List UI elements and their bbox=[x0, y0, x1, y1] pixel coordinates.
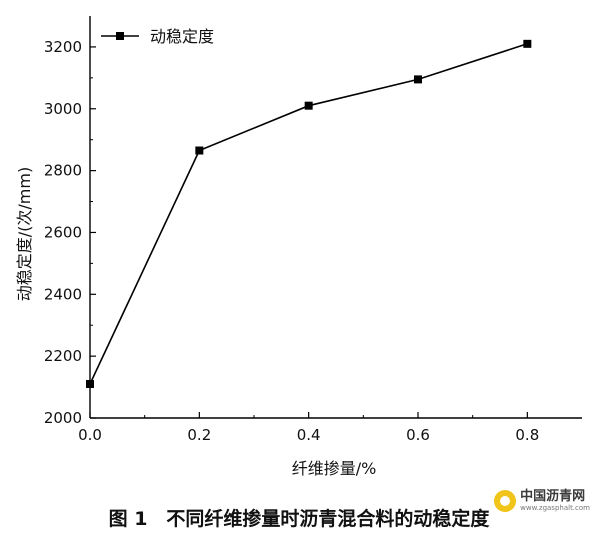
legend: 动稳定度 bbox=[101, 27, 214, 46]
data-point-0-3 bbox=[414, 75, 422, 84]
series-layer bbox=[86, 39, 532, 388]
y-tick-label-2: 2400 bbox=[44, 285, 82, 303]
x-tick-label-4: 0.8 bbox=[515, 426, 539, 444]
watermark-logo-icon bbox=[494, 490, 517, 512]
x-tick-label-0: 0.0 bbox=[78, 426, 102, 444]
figure-caption: 图 1 不同纤维掺量时沥青混合料的动稳定度 bbox=[108, 508, 490, 530]
ticks: 0.0 0.2 0.4 0.6 0.8 2000 2200 2400 2600 2800 3000 3… bbox=[44, 38, 539, 444]
watermark-text: 中国沥青网 www.zgasphalt.com bbox=[520, 490, 590, 512]
watermark-title: 中国沥青网 bbox=[520, 489, 586, 504]
series-line-0 bbox=[89, 43, 528, 385]
data-point-0-2 bbox=[304, 101, 313, 110]
chart: 0.0 0.2 0.4 0.6 0.8 2000 2200 2400 2600 2800 3000 3… bbox=[15, 16, 582, 478]
legend-label: 动稳定度 bbox=[150, 27, 214, 46]
data-point-0-4 bbox=[523, 39, 532, 48]
data-point-0-0 bbox=[86, 379, 94, 388]
y-tick-label-0: 2000 bbox=[44, 409, 82, 427]
axes bbox=[89, 16, 582, 419]
y-axis-title: 动稳定度/(次/mm) bbox=[15, 167, 34, 301]
y-tick-label-1: 2200 bbox=[44, 347, 82, 365]
x-tick-label-1: 0.2 bbox=[187, 426, 211, 444]
x-axis-title: 纤维掺量/% bbox=[292, 459, 377, 478]
y-tick-label-5: 3000 bbox=[44, 100, 82, 118]
x-tick-label-2: 0.4 bbox=[297, 426, 321, 444]
y-tick-label-3: 2600 bbox=[44, 223, 82, 241]
data-point-0-1 bbox=[195, 146, 204, 155]
watermark-url: www.zgasphalt.com bbox=[520, 504, 590, 512]
x-tick-label-3: 0.6 bbox=[406, 426, 430, 444]
watermark: 中国沥青网 www.zgasphalt.com bbox=[494, 490, 590, 512]
y-tick-label-4: 2800 bbox=[44, 162, 82, 180]
y-tick-label-6: 3200 bbox=[44, 38, 82, 56]
legend-marker bbox=[116, 32, 124, 40]
